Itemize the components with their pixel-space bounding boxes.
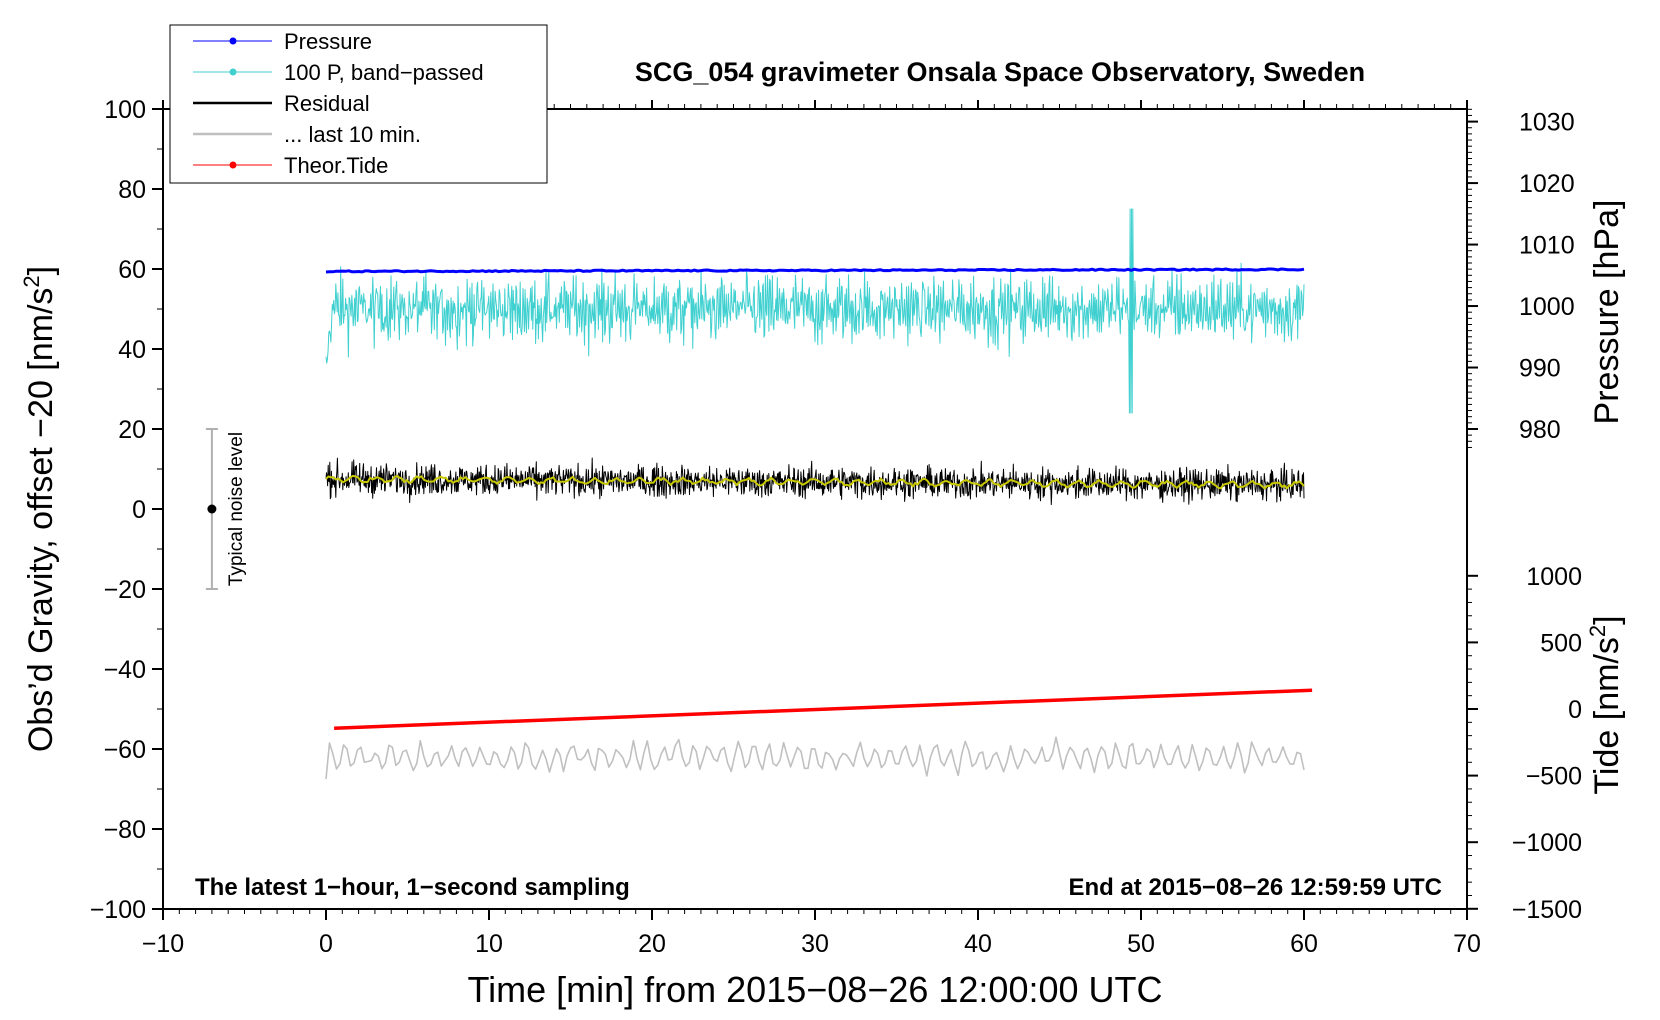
pressure-tick-label: 980 [1519,416,1561,444]
x-axis-label: Time [min] from 2015−08−26 12:00:00 UTC [467,969,1162,1010]
pressure-tick-label: 1030 [1519,109,1575,137]
legend-label: Theor.Tide [284,153,388,178]
x-tick-label: 10 [475,930,503,958]
y-tick-label: −20 [104,576,146,604]
noise-bar-center-dot [207,504,217,514]
pressure-tick-label: 1000 [1519,293,1575,321]
legend-marker [229,161,237,169]
tide-tick-label: 1000 [1526,563,1582,591]
y-tick-label: 20 [118,416,146,444]
tide-tick-label: −500 [1526,763,1582,791]
x-tick-label: 40 [964,930,992,958]
x-tick-label: 20 [638,930,666,958]
series-residual [325,457,1305,506]
legend-marker [229,68,237,76]
legend-label: ... last 10 min. [284,122,421,147]
x-tick-label: 0 [319,930,333,958]
y-axis-label-left: Obs’d Gravity, offset −20 [nm/s2] [19,266,60,752]
annotation-end-time: End at 2015−08−26 12:59:59 UTC [1068,874,1442,901]
y-tick-label: 80 [118,176,146,204]
x-tick-label: −10 [142,930,184,958]
x-tick-label: 30 [801,930,829,958]
y-tick-label: −60 [104,736,146,764]
legend-label: 100 P, band−passed [284,60,484,85]
x-tick-label: 50 [1127,930,1155,958]
legend-label: Pressure [284,29,372,54]
pressure-tick-label: 1020 [1519,170,1575,198]
y-tick-label: −80 [104,816,146,844]
series-residual-smoothed [325,474,1305,490]
pressure-tick-label: 990 [1519,355,1561,383]
plot-frame [162,108,1468,910]
tide-tick-label: 0 [1568,696,1582,724]
legend-marker [229,37,237,45]
legend-label: Residual [284,91,370,116]
tide-tick-label: −1500 [1512,896,1582,924]
legend: Pressure 100 P, band−passed Residual ... la… [169,24,548,184]
axis-tick-labels: −10 0 10 20 30 40 50 60 70−100−80−60−40−20020406… [90,96,1582,958]
noise-level-label: Typical noise level [226,432,247,586]
y-tick-label: 0 [132,496,146,524]
y-tick-label: −100 [90,896,146,924]
noise-level-indicator: Typical noise level [205,428,247,590]
series-last-10-min [325,736,1305,780]
pressure-tick-label: 1010 [1519,232,1575,260]
y-tick-label: 40 [118,336,146,364]
tide-tick-label: 500 [1540,629,1582,657]
series-pressure [325,267,1305,274]
series-bandpassed-pressure [325,208,1305,414]
y-axis-label-tide: Tide [nm/s2] [1585,615,1626,794]
y-tick-label: −40 [104,656,146,684]
axis-ticks [152,100,1478,920]
tide-tick-label: −1000 [1512,829,1582,857]
chart-title: SCG_054 gravimeter Onsala Space Observat… [635,57,1365,87]
series-theoretical-tide [334,688,1313,730]
annotation-sampling: The latest 1−hour, 1−second sampling [195,874,630,901]
y-tick-label: 100 [104,96,146,124]
x-tick-label: 60 [1290,930,1318,958]
plot-lines [325,208,1313,780]
x-tick-label: 70 [1453,930,1481,958]
y-axis-label-pressure: Pressure [hPa] [1588,200,1626,425]
y-tick-label: 60 [118,256,146,284]
